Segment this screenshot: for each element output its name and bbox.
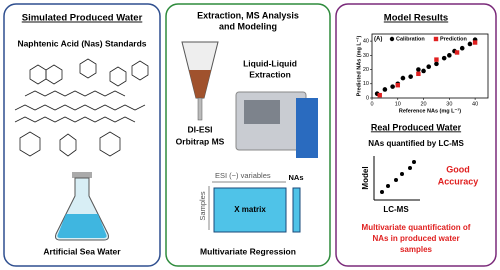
mass-spectrometer	[235, 91, 318, 158]
x-tick-label: 20	[420, 101, 426, 107]
point	[377, 92, 382, 98]
legend-label: Calibration	[396, 36, 425, 42]
x-axis-label: Reference NAs (mg L⁻¹)	[399, 107, 461, 114]
caption: Multivariate Regression	[200, 246, 296, 256]
molecules	[14, 58, 149, 157]
point	[416, 67, 421, 72]
y-vector	[292, 187, 301, 233]
conclusion: samples	[400, 245, 433, 254]
x-tick-label: 10	[395, 101, 401, 107]
verdict: Accuracy	[438, 176, 479, 186]
x-tick-label: 0	[370, 101, 373, 107]
panel-title: and Modeling	[219, 21, 277, 31]
panel-title: Extraction, MS Analysis	[197, 10, 299, 20]
point	[382, 87, 388, 92]
y-tick-label: 0	[366, 95, 369, 101]
conclusion: Multivariate quantification of	[362, 223, 471, 232]
scatter-plot: 0 10 20 30 40 0 10 20 30 40 Reference NAs (mg L⁻¹)…	[355, 33, 489, 114]
point	[408, 74, 413, 79]
legend-marker	[389, 36, 395, 42]
point	[434, 61, 439, 67]
axis-label: LC-MS	[383, 205, 409, 214]
panel-title: Model Results	[384, 13, 448, 24]
point	[434, 57, 439, 62]
matrix-columns: ESI (−) variables	[215, 171, 271, 180]
point	[416, 71, 421, 77]
y-tick-label: 30	[363, 53, 369, 59]
verdict: Good	[446, 164, 470, 174]
point	[390, 84, 395, 89]
matrix-label: X matrix	[234, 205, 266, 214]
caption: Artificial Sea Water	[43, 246, 121, 256]
y-tick-label: 20	[363, 67, 369, 73]
y-tick-label: 40	[363, 39, 369, 45]
plot-tag: (A)	[374, 37, 382, 43]
point	[447, 53, 452, 58]
y-axis-label: Predicted NAs (mg L⁻¹)	[355, 36, 362, 97]
x-tick-label: 30	[446, 101, 452, 107]
point	[400, 75, 406, 81]
separatory-funnel	[181, 41, 219, 121]
point	[426, 64, 432, 70]
label: Orbitrap MS	[176, 136, 225, 146]
panel-border	[3, 3, 161, 267]
mini-points	[380, 160, 416, 194]
section-title: Real Produced Water	[371, 122, 462, 132]
point	[467, 41, 473, 47]
legend-label: Prediction	[440, 36, 468, 42]
label: DI-ESI	[187, 124, 212, 134]
subtitle: Naphtenic Acid (Nas) Standards	[17, 38, 146, 48]
legend-marker	[433, 36, 439, 42]
conclusion: NAs in produced water	[372, 234, 459, 243]
label: Liquid-Liquid	[243, 58, 297, 68]
point	[459, 45, 465, 51]
response-label: NAs	[288, 173, 303, 182]
x-matrix	[213, 187, 287, 233]
point	[454, 50, 460, 55]
flask	[55, 172, 109, 241]
plot-frame	[371, 33, 489, 99]
label: Extraction	[249, 69, 291, 79]
point	[472, 40, 478, 45]
point	[395, 83, 400, 88]
x-tick-label: 40	[472, 101, 478, 107]
matrix-rows: Samples	[198, 191, 207, 220]
y-tick-label: 10	[363, 81, 369, 87]
point	[421, 68, 426, 74]
method: NAs quantified by LC-MS	[368, 139, 464, 148]
axis-label: Model	[361, 166, 370, 189]
panel-title: Simulated Produced Water	[22, 13, 143, 24]
point	[441, 55, 447, 61]
